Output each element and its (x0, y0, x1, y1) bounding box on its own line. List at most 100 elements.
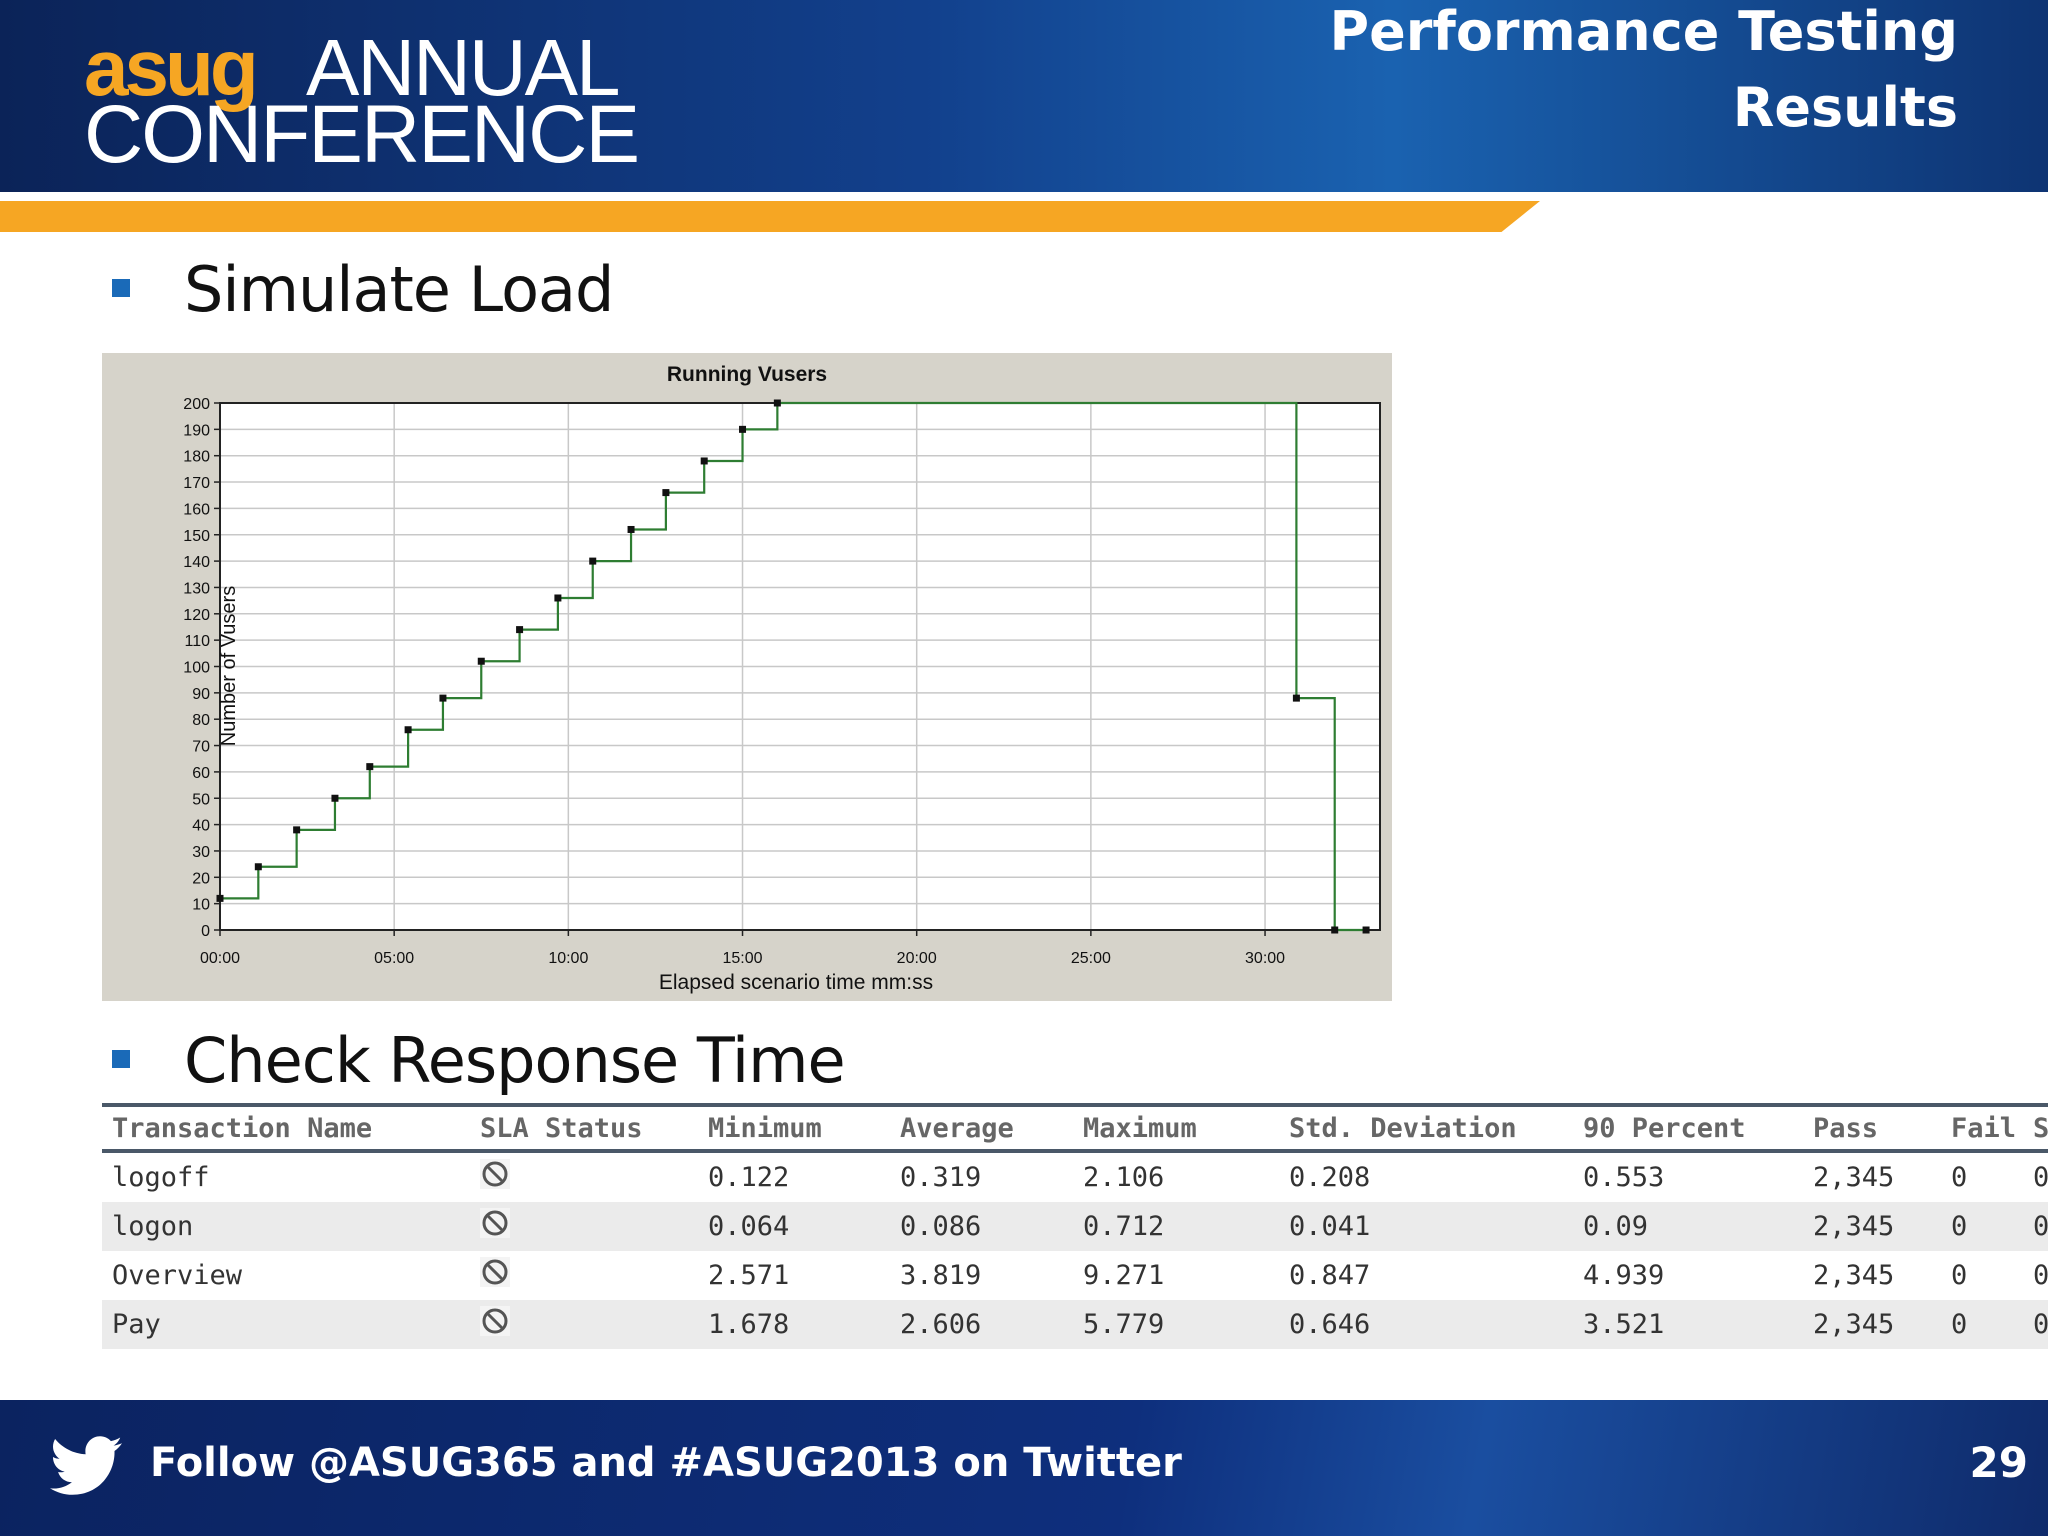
cell-average: 0.319 (900, 1162, 982, 1193)
col-sla-status[interactable]: SLA Status (480, 1112, 643, 1144)
cell-std-deviation: 0.208 (1289, 1162, 1371, 1193)
y-tick-label: 30 (192, 844, 210, 861)
data-point (1292, 694, 1300, 702)
cell-90-percent: 4.939 (1583, 1260, 1665, 1291)
y-tick-label: 60 (192, 765, 210, 782)
slide-title: Performance Testing Results (1330, 0, 1959, 146)
running-vusers-chart: 0 10 20 30 40 50 60 70 80 90 100 110 120 130 140 150 160… (102, 353, 1392, 1001)
cell-sla-status (470, 1300, 698, 1349)
data-point (773, 399, 781, 407)
cell-fail: 0 (1951, 1260, 1968, 1291)
page-number: 29 (1969, 1438, 2028, 1487)
data-point (216, 894, 224, 902)
cell-fail: 0 (1951, 1211, 1968, 1242)
cell-stop: 0 (2033, 1211, 2048, 1242)
response-time-table-wrapper: Transaction Name SLA Status Minimum Aver… (102, 1103, 2048, 1349)
cell-transaction-name: Pay (112, 1309, 161, 1340)
y-tick-label: 20 (192, 870, 210, 887)
bullet-square-icon (112, 1050, 130, 1068)
y-tick-label: 10 (192, 897, 210, 914)
cell-maximum: 9.271 (1083, 1260, 1165, 1291)
y-tick-label: 140 (183, 554, 210, 571)
cell-stop: 0 (2033, 1162, 2048, 1193)
y-tick-label: 130 (183, 580, 210, 597)
chart-svg: 0 10 20 30 40 50 60 70 80 90 100 110 120 130 140 150 160… (183, 363, 1381, 994)
response-time-table: Transaction Name SLA Status Minimum Aver… (102, 1103, 2048, 1349)
cell-sla-status (470, 1251, 698, 1300)
y-tick-label: 170 (183, 475, 210, 492)
data-point (477, 657, 485, 665)
bullet-simulate-load: Simulate Load (112, 255, 1312, 325)
logo-conference: CONFERENCE (84, 89, 640, 180)
data-point (1331, 926, 1339, 934)
follow-twitter-text: Follow @ASUG365 and #ASUG2013 on Twitter (150, 1440, 1182, 1486)
cell-std-deviation: 0.041 (1289, 1211, 1371, 1242)
asug-conference-logo: asug ANNUAL CONFERENCE (84, 23, 664, 176)
data-point (293, 826, 301, 834)
col-std-deviation[interactable]: Std. Deviation (1289, 1112, 1517, 1144)
cell-pass: 2,345 (1813, 1211, 1895, 1242)
slide-title-line1: Performance Testing (1329, 0, 1959, 63)
bullet-check-response-time: Check Response Time (112, 1026, 1312, 1096)
slide-header: asug ANNUAL CONFERENCE Performance Testi… (0, 0, 2048, 192)
logo-asug: asug (84, 23, 259, 112)
x-axis-label: Elapsed scenario time mm:ss (659, 971, 933, 994)
cell-sla-status (470, 1151, 698, 1202)
data-point (589, 557, 597, 565)
y-axis-label: Number of Vusers (218, 586, 240, 746)
no-data-icon (480, 1159, 510, 1189)
cell-transaction-name: logoff (112, 1162, 210, 1193)
cell-stop: 0 (2033, 1309, 2048, 1340)
data-point (739, 425, 747, 433)
data-point (516, 626, 524, 634)
col-transaction-name[interactable]: Transaction Name (112, 1112, 373, 1144)
table-row[interactable]: logon 0.064 0.086 0.712 0.041 0.09 2,345 0 0 (102, 1202, 2048, 1251)
col-minimum[interactable]: Minimum (708, 1112, 822, 1144)
chart-title: Running Vusers (667, 363, 827, 386)
cell-fail: 0 (1951, 1309, 1968, 1340)
no-data-icon (480, 1306, 510, 1336)
cell-minimum: 2.571 (708, 1260, 790, 1291)
y-tick-label: 0 (201, 923, 210, 940)
cell-maximum: 2.106 (1083, 1162, 1165, 1193)
col-90-percent[interactable]: 90 Percent (1583, 1112, 1746, 1144)
col-maximum[interactable]: Maximum (1083, 1112, 1197, 1144)
table-row[interactable]: Pay 1.678 2.606 5.779 0.646 3.521 2,345 0 0 (102, 1300, 2048, 1349)
bullet-text: Check Response Time (184, 1024, 846, 1097)
data-point (404, 726, 412, 734)
data-point (366, 763, 374, 771)
data-point (662, 489, 670, 497)
x-tick-label: 20:00 (897, 950, 937, 967)
cell-pass: 2,345 (1813, 1162, 1895, 1193)
cell-fail: 0 (1951, 1162, 1968, 1193)
y-tick-label: 160 (183, 501, 210, 518)
cell-minimum: 0.122 (708, 1162, 790, 1193)
y-tick-label: 180 (183, 449, 210, 466)
cell-90-percent: 3.521 (1583, 1309, 1665, 1340)
series-line (220, 401, 1367, 932)
cell-pass: 2,345 (1813, 1260, 1895, 1291)
slide-footer: Follow @ASUG365 and #ASUG2013 on Twitter… (0, 1400, 2048, 1536)
y-tick-label: 90 (192, 686, 210, 703)
y-tick-label: 50 (192, 791, 210, 808)
col-pass[interactable]: Pass (1813, 1112, 1879, 1144)
cell-maximum: 5.779 (1083, 1309, 1165, 1340)
table-row[interactable]: Overview 2.571 3.819 9.271 0.847 4.939 2,345 0 0 (102, 1251, 2048, 1300)
cell-average: 3.819 (900, 1260, 982, 1291)
cell-std-deviation: 0.847 (1289, 1260, 1371, 1291)
y-tick-label: 200 (183, 396, 210, 413)
x-tick-label: 10:00 (548, 950, 588, 967)
table-row[interactable]: logoff 0.122 0.319 2.106 0.208 0.553 2,345 0 0 (102, 1151, 2048, 1202)
data-point (700, 457, 708, 465)
orange-accent-stripe (0, 201, 1540, 232)
cell-average: 0.086 (900, 1211, 982, 1242)
y-tick-label: 70 (192, 739, 210, 756)
col-average[interactable]: Average (900, 1112, 1014, 1144)
cell-transaction-name: logon (112, 1211, 194, 1242)
col-fail[interactable]: Fail (1951, 1112, 2017, 1144)
y-tick-label: 80 (192, 712, 210, 729)
col-stop[interactable]: S (2033, 1112, 2048, 1144)
cell-90-percent: 0.553 (1583, 1162, 1665, 1193)
table-header-row: Transaction Name SLA Status Minimum Aver… (102, 1105, 2048, 1151)
x-tick-label: 05:00 (374, 950, 414, 967)
